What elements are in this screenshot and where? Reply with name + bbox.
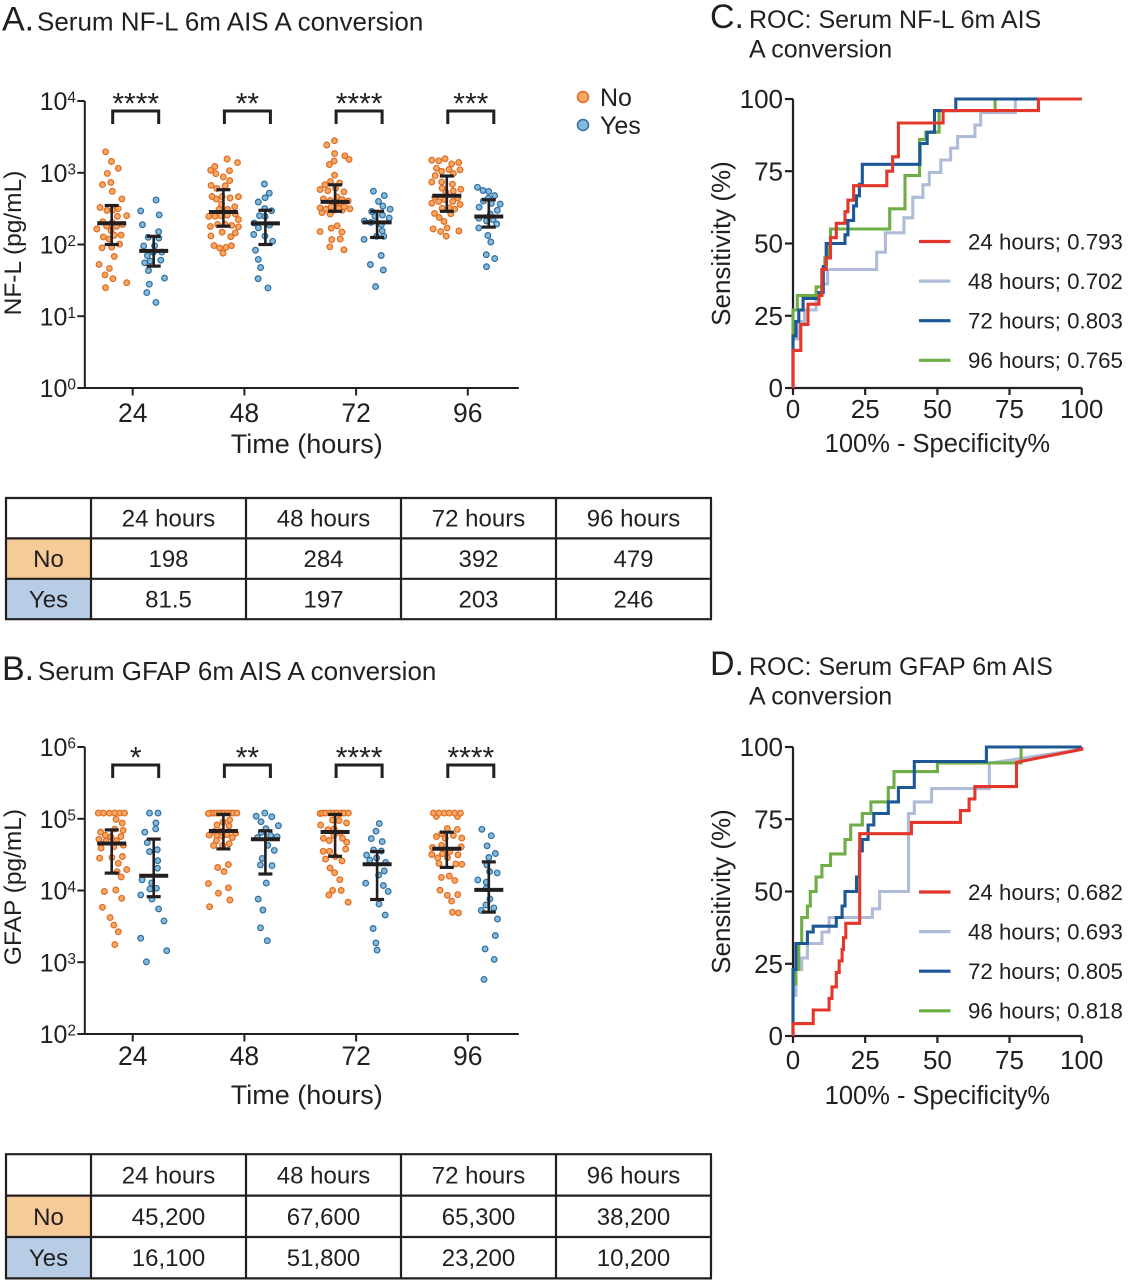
svg-text:0: 0 xyxy=(769,1021,783,1051)
svg-text:A conversion: A conversion xyxy=(749,683,892,711)
svg-text:****: **** xyxy=(336,742,383,775)
svg-text:B.: B. xyxy=(2,650,34,688)
svg-text:Yes: Yes xyxy=(600,112,641,140)
svg-text:24: 24 xyxy=(118,398,147,428)
svg-text:A conversion: A conversion xyxy=(749,36,892,64)
svg-text:24 hours; 0.793: 24 hours; 0.793 xyxy=(968,229,1123,254)
svg-text:67,600: 67,600 xyxy=(287,1204,360,1231)
svg-text:72 hours: 72 hours xyxy=(432,506,525,533)
svg-text:100: 100 xyxy=(1060,394,1103,424)
svg-text:100: 100 xyxy=(1060,1045,1103,1075)
svg-text:0: 0 xyxy=(786,394,800,424)
svg-text:C.: C. xyxy=(710,0,744,36)
svg-text:No: No xyxy=(600,84,632,112)
svg-text:48: 48 xyxy=(230,1041,259,1071)
svg-text:D.: D. xyxy=(710,645,744,683)
svg-text:48 hours: 48 hours xyxy=(277,506,370,533)
svg-text:**: ** xyxy=(236,88,260,121)
svg-text:38,200: 38,200 xyxy=(597,1204,670,1231)
svg-text:24 hours; 0.682: 24 hours; 0.682 xyxy=(968,880,1123,905)
svg-text:No: No xyxy=(33,1204,64,1231)
svg-text:45,200: 45,200 xyxy=(132,1204,205,1231)
svg-text:65,300: 65,300 xyxy=(442,1204,515,1231)
svg-text:96: 96 xyxy=(453,1041,482,1071)
svg-text:Serum GFAP 6m AIS A conversion: Serum GFAP 6m AIS A conversion xyxy=(38,656,436,686)
svg-text:***: *** xyxy=(453,88,488,121)
svg-text:72 hours: 72 hours xyxy=(432,1162,525,1189)
svg-text:Serum NF-L 6m AIS A conversion: Serum NF-L 6m AIS A conversion xyxy=(37,7,423,37)
svg-text:NF-L (pg/mL): NF-L (pg/mL) xyxy=(0,171,27,316)
svg-text:72: 72 xyxy=(341,1041,370,1071)
svg-text:No: No xyxy=(33,546,64,573)
svg-text:72: 72 xyxy=(341,398,370,428)
svg-text:96: 96 xyxy=(453,398,482,428)
svg-text:72 hours; 0.805: 72 hours; 0.805 xyxy=(968,959,1123,984)
svg-text:50: 50 xyxy=(923,1045,952,1075)
svg-text:392: 392 xyxy=(458,546,498,573)
svg-text:48 hours; 0.693: 48 hours; 0.693 xyxy=(968,919,1123,944)
svg-text:72 hours; 0.803: 72 hours; 0.803 xyxy=(968,309,1123,334)
svg-text:Sensitivity (%): Sensitivity (%) xyxy=(706,809,736,974)
svg-text:Yes: Yes xyxy=(29,1245,68,1272)
svg-text:****: **** xyxy=(112,88,159,121)
svg-text:96 hours; 0.818: 96 hours; 0.818 xyxy=(968,999,1123,1024)
svg-text:100% - Specificity%: 100% - Specificity% xyxy=(825,430,1050,458)
svg-text:ROC: Serum NF-L 6m AIS: ROC: Serum NF-L 6m AIS xyxy=(749,6,1041,34)
svg-text:GFAP (pg/mL): GFAP (pg/mL) xyxy=(0,809,27,965)
svg-text:Sensitivity (%): Sensitivity (%) xyxy=(706,161,736,326)
svg-text:16,100: 16,100 xyxy=(132,1245,205,1272)
svg-text:51,800: 51,800 xyxy=(287,1245,360,1272)
svg-text:10,200: 10,200 xyxy=(597,1245,670,1272)
svg-text:75: 75 xyxy=(754,156,783,186)
svg-text:25: 25 xyxy=(851,1045,880,1075)
svg-text:ROC: Serum GFAP 6m AIS: ROC: Serum GFAP 6m AIS xyxy=(749,653,1053,681)
svg-text:48 hours; 0.702: 48 hours; 0.702 xyxy=(968,269,1123,294)
svg-text:0: 0 xyxy=(786,1045,800,1075)
svg-text:284: 284 xyxy=(303,546,343,573)
svg-text:100% - Specificity%: 100% - Specificity% xyxy=(825,1082,1050,1110)
svg-text:75: 75 xyxy=(754,804,783,834)
svg-text:24 hours: 24 hours xyxy=(122,1162,215,1189)
svg-text:50: 50 xyxy=(754,229,783,259)
svg-text:****: **** xyxy=(336,88,383,121)
svg-text:*: * xyxy=(130,742,142,775)
svg-text:A.: A. xyxy=(2,1,34,39)
svg-text:25: 25 xyxy=(754,949,783,979)
svg-text:**: ** xyxy=(236,742,260,775)
svg-text:48 hours: 48 hours xyxy=(277,1162,370,1189)
svg-text:50: 50 xyxy=(923,394,952,424)
svg-text:23,200: 23,200 xyxy=(442,1245,515,1272)
svg-text:Time (hours): Time (hours) xyxy=(231,429,383,459)
svg-text:100: 100 xyxy=(740,84,783,114)
svg-text:246: 246 xyxy=(613,587,653,614)
svg-text:81.5: 81.5 xyxy=(145,587,192,614)
svg-text:197: 197 xyxy=(303,587,343,614)
svg-text:Time (hours): Time (hours) xyxy=(231,1080,383,1110)
svg-text:100: 100 xyxy=(740,732,783,762)
svg-text:****: **** xyxy=(447,742,494,775)
svg-text:25: 25 xyxy=(851,394,880,424)
svg-text:24 hours: 24 hours xyxy=(122,506,215,533)
svg-text:96 hours; 0.765: 96 hours; 0.765 xyxy=(968,348,1123,373)
svg-text:24: 24 xyxy=(118,1041,147,1071)
svg-text:96 hours: 96 hours xyxy=(587,506,680,533)
svg-text:75: 75 xyxy=(995,1045,1024,1075)
svg-text:25: 25 xyxy=(754,301,783,331)
svg-text:50: 50 xyxy=(754,877,783,907)
svg-text:75: 75 xyxy=(995,394,1024,424)
svg-text:96 hours: 96 hours xyxy=(587,1162,680,1189)
svg-text:Yes: Yes xyxy=(29,587,68,614)
svg-text:48: 48 xyxy=(230,398,259,428)
svg-text:203: 203 xyxy=(458,587,498,614)
svg-text:198: 198 xyxy=(148,546,188,573)
svg-text:479: 479 xyxy=(613,546,653,573)
svg-text:0: 0 xyxy=(769,373,783,403)
